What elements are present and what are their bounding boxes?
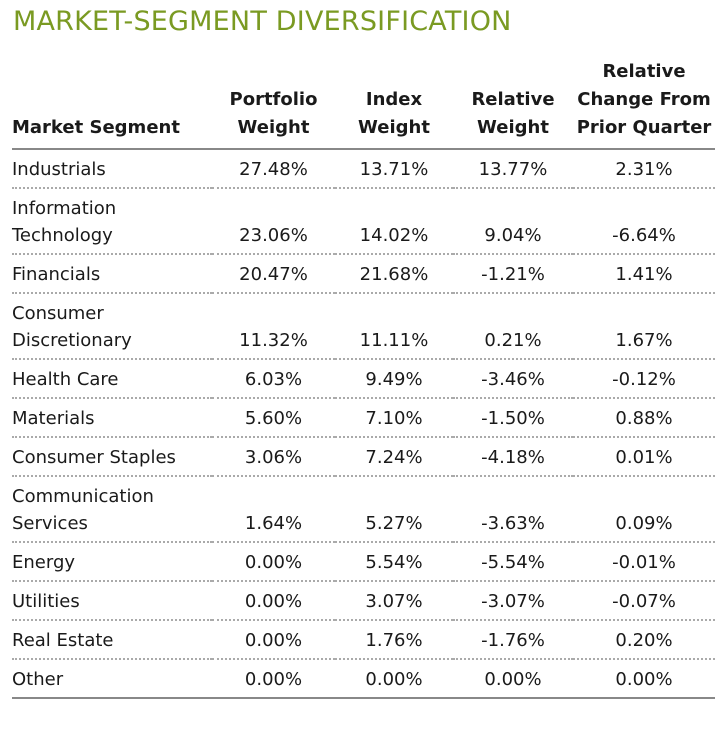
weight-cell: -0.12% [573, 359, 715, 399]
segment-name: Energy [12, 542, 212, 582]
weight-cell: 27.48% [212, 149, 335, 189]
header-row: Market Segment Portfolio Weight Index Weig… [12, 58, 715, 150]
weight-cell: 3.06% [212, 437, 335, 477]
weight-cell: 0.00% [335, 659, 453, 699]
weight-cell: 7.10% [335, 398, 453, 438]
table-row: Communication Services 1.64% 5.27% -3.63% 0.… [12, 476, 715, 543]
weight-cell: 11.11% [335, 293, 453, 360]
weight-cell: 1.64% [212, 476, 335, 543]
weight-cell: 13.71% [335, 149, 453, 189]
weight-cell: 5.54% [335, 542, 453, 582]
weight-cell: -0.07% [573, 581, 715, 621]
weight-cell: 21.68% [335, 254, 453, 294]
title: MARKET-SEGMENT DIVERSIFICATION [13, 6, 512, 37]
weight-cell: 0.88% [573, 398, 715, 438]
weight-cell: 0.20% [573, 620, 715, 660]
weight-cell: -1.21% [453, 254, 573, 294]
segment-name: Real Estate [12, 620, 212, 660]
weight-cell: 0.00% [573, 659, 715, 699]
column-header: Portfolio Weight [212, 58, 335, 150]
weight-cell: -1.76% [453, 620, 573, 660]
weight-cell: 5.27% [335, 476, 453, 543]
table-row: Materials 5.60% 7.10% -1.50% 0.88% [12, 398, 715, 438]
weight-cell: 1.76% [335, 620, 453, 660]
table-body: Industrials 27.48% 13.71% 13.77% 2.31% Inform… [12, 149, 715, 699]
weight-cell: 0.00% [212, 659, 335, 699]
segment-name: Materials [12, 398, 212, 438]
weight-cell: -0.01% [573, 542, 715, 582]
weight-cell: -4.18% [453, 437, 573, 477]
table-row: Industrials 27.48% 13.71% 13.77% 2.31% [12, 149, 715, 189]
weight-cell: 1.67% [573, 293, 715, 360]
column-header: Relative Weight [453, 58, 573, 150]
column-header: Market Segment [12, 58, 212, 150]
weight-cell: 9.04% [453, 188, 573, 255]
column-header: Relative Change From Prior Quarter [573, 58, 715, 150]
weight-cell: 23.06% [212, 188, 335, 255]
weight-cell: -1.50% [453, 398, 573, 438]
table-row: Health Care 6.03% 9.49% -3.46% -0.12% [12, 359, 715, 399]
weight-cell: 13.77% [453, 149, 573, 189]
table-row: Financials 20.47% 21.68% -1.21% 1.41% [12, 254, 715, 294]
weight-cell: 0.01% [573, 437, 715, 477]
weight-cell: 1.41% [573, 254, 715, 294]
weight-cell: 3.07% [335, 581, 453, 621]
segment-name: Other [12, 659, 212, 699]
weight-cell: 0.00% [212, 581, 335, 621]
weight-cell: -5.54% [453, 542, 573, 582]
weight-cell: 0.21% [453, 293, 573, 360]
table-header: Market Segment Portfolio Weight Index Weig… [12, 58, 715, 150]
weight-cell: 11.32% [212, 293, 335, 360]
table-row: Energy 0.00% 5.54% -5.54% -0.01% [12, 542, 715, 582]
segment-name: Financials [12, 254, 212, 294]
table-row: Utilities 0.00% 3.07% -3.07% -0.07% [12, 581, 715, 621]
weight-cell: 5.60% [212, 398, 335, 438]
segment-name: Consumer Staples [12, 437, 212, 477]
segment-name: Communication Services [12, 476, 212, 543]
column-header: Index Weight [335, 58, 453, 150]
weight-cell: 0.00% [212, 620, 335, 660]
table-row: Consumer Staples 3.06% 7.24% -4.18% 0.01% [12, 437, 715, 477]
weight-cell: -3.46% [453, 359, 573, 399]
weight-cell: -3.07% [453, 581, 573, 621]
weight-cell: 14.02% [335, 188, 453, 255]
segment-name: Consumer Discretionary [12, 293, 212, 360]
weight-cell: 0.00% [453, 659, 573, 699]
segment-name: Industrials [12, 149, 212, 189]
weight-cell: 9.49% [335, 359, 453, 399]
table-row: Consumer Discretionary 11.32% 11.11% 0.21% 1… [12, 293, 715, 360]
segment-table: Market Segment Portfolio Weight Index Weig… [12, 58, 715, 699]
weight-cell: 7.24% [335, 437, 453, 477]
weight-cell: 2.31% [573, 149, 715, 189]
weight-cell: -3.63% [453, 476, 573, 543]
segment-name: Information Technology [12, 188, 212, 255]
weight-cell: 6.03% [212, 359, 335, 399]
table-row: Real Estate 0.00% 1.76% -1.76% 0.20% [12, 620, 715, 660]
table-row: Other 0.00% 0.00% 0.00% 0.00% [12, 659, 715, 699]
weight-cell: 0.00% [212, 542, 335, 582]
segment-name: Health Care [12, 359, 212, 399]
weight-cell: 0.09% [573, 476, 715, 543]
weight-cell: -6.64% [573, 188, 715, 255]
weight-cell: 20.47% [212, 254, 335, 294]
segment-name: Utilities [12, 581, 212, 621]
table-row: Information Technology 23.06% 14.02% 9.04% -… [12, 188, 715, 255]
